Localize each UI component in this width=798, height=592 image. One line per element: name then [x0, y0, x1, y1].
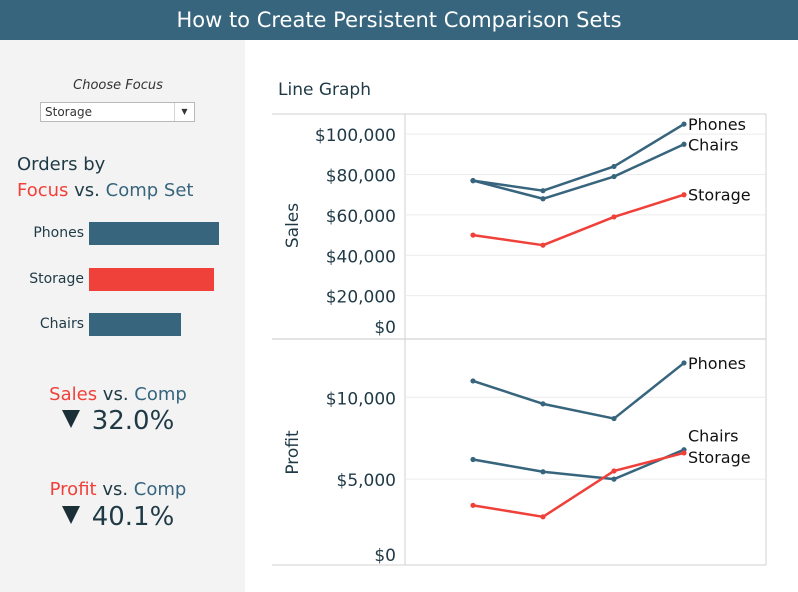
y-tick-label: $80,000 — [326, 167, 396, 187]
data-point — [681, 192, 687, 198]
data-point — [540, 469, 546, 475]
y-tick-label: $20,000 — [326, 288, 396, 308]
data-point — [681, 360, 687, 366]
data-point — [681, 121, 687, 127]
orders-bar-row: Phones — [0, 222, 245, 245]
orders-line2: Focus vs. Comp Set — [17, 178, 193, 204]
sales-kpi-title: Sales vs. Comp — [0, 384, 236, 405]
y-axis-title: Profit — [283, 430, 303, 475]
orders-bar-row: Storage — [0, 268, 245, 291]
data-point — [540, 514, 546, 520]
data-point — [470, 178, 476, 184]
kpi-value-text: 40.1% — [91, 502, 175, 532]
y-tick-label: $40,000 — [326, 247, 396, 267]
data-point — [611, 163, 617, 170]
dashboard-title: How to Create Persistent Comparison Sets — [176, 8, 622, 32]
focus-select-value: Storage — [45, 105, 92, 119]
bar-label: Storage — [29, 271, 84, 287]
data-point — [540, 401, 546, 407]
series-line-phones — [472, 361, 685, 420]
orders-bar — [89, 222, 219, 245]
choose-focus-label: Choose Focus — [73, 78, 163, 93]
y-tick-label: $60,000 — [326, 207, 396, 227]
orders-line1: Orders by — [17, 154, 106, 175]
orders-bar — [89, 313, 182, 336]
focus-word: Focus — [17, 180, 69, 201]
kpi-vs: vs. — [96, 479, 134, 500]
series-label: Storage — [688, 186, 751, 205]
orders-by-title: Orders by Focus vs. Comp Set — [17, 152, 193, 204]
data-point — [470, 502, 476, 508]
profit-kpi-value: 40.1% — [0, 502, 236, 532]
focus-select[interactable]: Storage ▼ — [40, 102, 195, 122]
data-point — [611, 415, 617, 422]
data-point — [470, 456, 476, 463]
sidebar-panel: Choose Focus Storage ▼ Orders by Focus v… — [0, 40, 245, 592]
data-point — [470, 232, 476, 238]
bar-label: Phones — [33, 225, 84, 241]
data-point — [611, 173, 617, 180]
y-tick-label: $5,000 — [337, 471, 396, 491]
down-triangle-icon — [61, 506, 80, 524]
data-point — [681, 141, 687, 147]
bar-label: Chairs — [39, 316, 84, 332]
data-point — [611, 468, 617, 474]
kpi-value-text: 32.0% — [91, 406, 175, 436]
y-axis-title: Sales — [283, 203, 303, 248]
kpi-metric: Profit — [49, 479, 97, 500]
series-line-phones — [472, 123, 685, 192]
dashboard-header: How to Create Persistent Comparison Sets — [0, 0, 798, 40]
sales-kpi-value: 32.0% — [0, 406, 236, 436]
comp-set-word: Comp Set — [105, 180, 194, 201]
vs-word: vs. — [68, 180, 106, 201]
kpi-comp: Comp — [133, 479, 187, 500]
data-point — [540, 196, 546, 202]
orders-bar-row: Chairs — [0, 313, 245, 336]
profit-kpi-title: Profit vs. Comp — [0, 479, 236, 500]
series-label: Chairs — [688, 135, 738, 154]
data-point — [611, 214, 617, 220]
y-tick-label: $10,000 — [326, 389, 396, 409]
series-label: Phones — [688, 115, 746, 134]
line-graph-title: Line Graph — [278, 80, 371, 100]
kpi-metric: Sales — [49, 384, 98, 405]
orders-bar — [89, 268, 214, 291]
series-label: Storage — [688, 448, 751, 467]
series-line-storage — [472, 193, 685, 247]
down-triangle-icon — [61, 410, 80, 428]
data-point — [540, 242, 546, 248]
data-point — [611, 476, 617, 482]
series-line-storage — [472, 451, 685, 519]
y-tick-label: $0 — [374, 546, 396, 566]
series-label: Chairs — [688, 427, 738, 446]
kpi-comp: Comp — [134, 384, 187, 405]
data-point — [470, 378, 476, 384]
series-line-chairs — [472, 143, 685, 201]
series-label: Phones — [688, 354, 746, 373]
data-point — [540, 188, 546, 194]
data-point — [681, 450, 687, 456]
chevron-down-icon[interactable]: ▼ — [174, 103, 194, 121]
y-tick-label: $100,000 — [315, 126, 396, 146]
y-tick-label: $0 — [374, 318, 396, 338]
series-line-chairs — [472, 448, 685, 481]
kpi-vs: vs. — [97, 384, 135, 405]
